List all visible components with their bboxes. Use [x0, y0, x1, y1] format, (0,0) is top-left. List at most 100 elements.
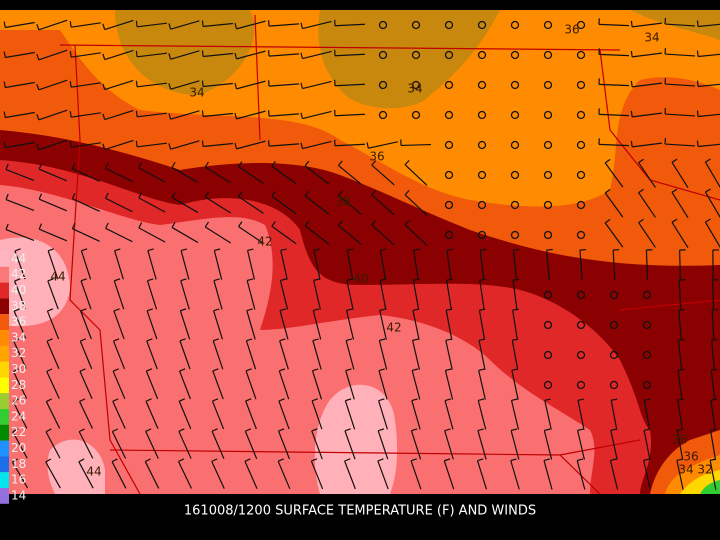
wind-barb: [671, 191, 689, 219]
wind-barb-tick: [366, 142, 369, 149]
wind-barb: [313, 280, 321, 310]
wind-barb: [203, 142, 233, 148]
wind-barb-tick: [413, 248, 420, 251]
wind-barb: [510, 460, 520, 490]
wind-barb: [212, 370, 224, 400]
wind-barb: [604, 162, 624, 188]
wind-barb: [104, 79, 134, 91]
wind-barb: [664, 143, 696, 147]
wind-barb: [146, 310, 158, 340]
wind-barb-tick: [377, 458, 384, 462]
map-area: [0, 10, 720, 494]
wind-barb: [345, 340, 355, 370]
wind-barb-tick: [201, 110, 204, 117]
wind-barb: [598, 143, 630, 147]
wind-barb: [671, 161, 689, 189]
wind-barb-tick: [102, 83, 106, 90]
legend-swatch: [0, 440, 9, 457]
wind-barb: [598, 23, 630, 27]
wind-barb: [313, 250, 321, 280]
wind-barb-tick: [313, 278, 320, 281]
wind-barb-tick: [213, 308, 220, 312]
wind-barb: [38, 79, 68, 91]
wind-barb: [211, 430, 225, 460]
wind-barb-tick: [678, 338, 685, 341]
wind-barb-tick: [412, 308, 419, 311]
wind-barb-tick: [278, 428, 285, 432]
wind-barb-tick: [337, 220, 343, 226]
wind-barb: [238, 196, 264, 214]
calm-wind: [378, 50, 388, 60]
wind-barb: [334, 23, 366, 27]
wind-barb-tick: [211, 458, 218, 462]
wind-barb: [477, 430, 487, 460]
wind-barb: [711, 279, 715, 311]
wind-barb: [271, 165, 297, 185]
wind-barb: [12, 401, 28, 429]
wind-barb-tick: [5, 223, 9, 230]
calm-wind: [576, 140, 586, 150]
wind-barb-tick: [201, 140, 204, 147]
wind-barb-tick: [644, 398, 651, 401]
wind-barb: [477, 400, 487, 430]
wind-barb: [278, 370, 290, 400]
wind-barb-tick: [46, 338, 53, 342]
wind-barb-tick: [510, 458, 517, 462]
wind-barb: [212, 340, 224, 370]
wind-barb-tick: [46, 368, 53, 372]
calm-wind: [477, 230, 487, 240]
legend-swatch: [0, 298, 9, 315]
wind-barb-tick: [347, 248, 354, 251]
wind-barb-tick: [71, 193, 76, 199]
wind-barb-tick: [671, 158, 678, 163]
wind-barb: [378, 370, 388, 400]
wind-barb: [711, 309, 715, 341]
wind-barb-tick: [36, 53, 40, 61]
wind-barb: [577, 430, 585, 460]
wind-barb-tick: [379, 278, 387, 281]
legend-label: 26: [11, 394, 26, 408]
wind-barb: [236, 50, 266, 60]
wind-barb-tick: [710, 458, 717, 461]
wind-barb: [268, 113, 300, 117]
calm-wind: [444, 110, 454, 120]
wind-barb: [604, 222, 624, 248]
wind-barb: [111, 431, 127, 459]
wind-barb: [411, 340, 421, 370]
wind-barb-tick: [81, 248, 88, 252]
wind-barb: [604, 192, 624, 218]
wind-barb-tick: [279, 338, 286, 342]
calm-wind: [543, 350, 553, 360]
wind-barb-tick: [238, 221, 243, 227]
wind-barb: [137, 142, 167, 148]
calm-wind: [510, 50, 520, 60]
wind-barb-tick: [69, 141, 72, 148]
wind-barb: [171, 226, 199, 244]
wind-barb-tick: [446, 278, 453, 281]
wind-barb-tick: [12, 458, 18, 463]
calm-wind: [576, 290, 586, 300]
wind-barb-tick: [179, 398, 186, 402]
wind-barb-tick: [135, 110, 138, 117]
wind-barb-tick: [477, 458, 484, 462]
wind-barb-tick: [146, 308, 153, 312]
wind-barb: [238, 226, 264, 244]
wind-barb-tick: [234, 112, 238, 120]
wind-barb-tick: [38, 223, 43, 230]
wind-barb: [478, 310, 486, 340]
wind-barb: [72, 198, 100, 212]
wind-barb: [71, 52, 101, 58]
wind-barb: [178, 400, 192, 430]
calm-wind: [543, 110, 553, 120]
wind-barb-tick: [271, 161, 276, 167]
wind-barb-tick: [380, 248, 387, 251]
wind-barb: [598, 53, 630, 57]
wind-barb: [79, 340, 93, 370]
wind-barb: [238, 166, 264, 184]
wind-barb: [112, 401, 126, 429]
wind-barb: [78, 461, 94, 489]
calm-wind: [444, 50, 454, 60]
wind-barb-tick: [204, 221, 209, 228]
legend-label: 14: [11, 488, 26, 502]
wind-barb: [245, 370, 257, 400]
